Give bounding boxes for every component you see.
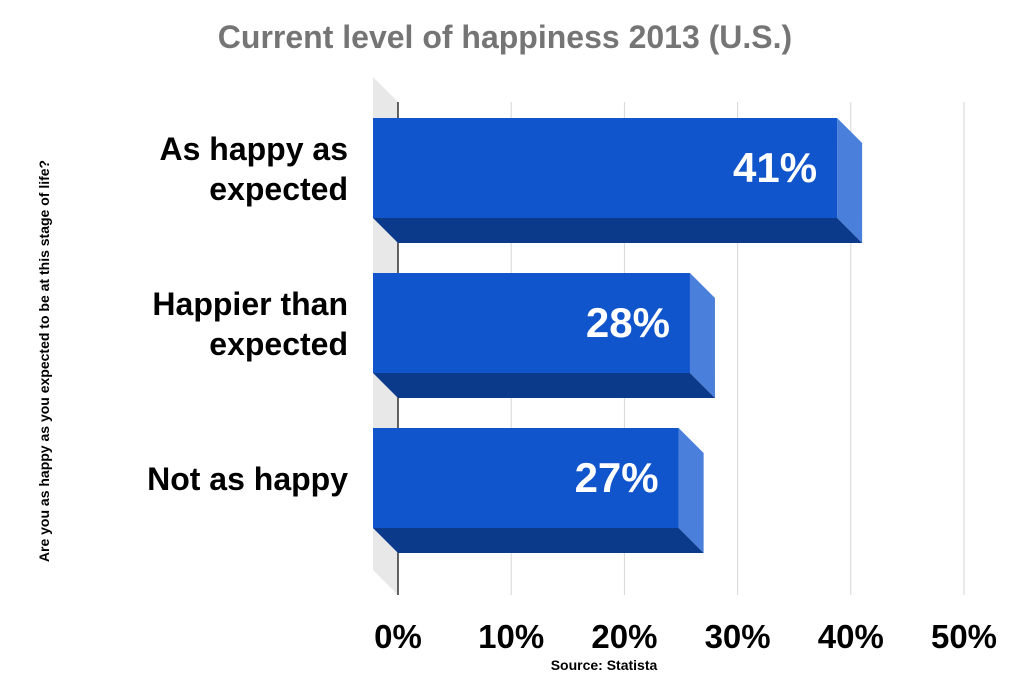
bar-side-face [837, 118, 863, 243]
plot-area: 0% 10% 20% 30% 40% 50% 41% As happy as expected 2… [147, 77, 997, 655]
data-label: 41% [733, 144, 817, 191]
y-axis-label: Are you as happy as you expected to be a… [36, 160, 52, 562]
x-tick-label: 50% [931, 618, 997, 655]
x-tick-label: 30% [705, 618, 771, 655]
chart-title: Current level of happiness 2013 (U.S.) [218, 19, 792, 55]
bar-bottom-face [373, 528, 704, 553]
x-tick-label: 0% [374, 618, 422, 655]
bar-bottom-face [373, 373, 715, 398]
category-label: expected [209, 171, 348, 207]
x-tick-label: 20% [591, 618, 657, 655]
category-label: expected [209, 326, 348, 362]
bar [373, 273, 690, 373]
category-label: Not as happy [147, 461, 348, 497]
bar-bottom-face [373, 218, 863, 243]
bar [373, 118, 838, 218]
x-tick-label: 10% [478, 618, 544, 655]
x-tick-label: 40% [818, 618, 884, 655]
source-note: Source: Statista [551, 657, 658, 673]
bar-side-face [689, 273, 715, 398]
bar-side-face [678, 428, 704, 553]
category-label: As happy as [159, 131, 348, 167]
bar [373, 428, 679, 528]
category-label: Happier than [152, 286, 348, 322]
data-label: 28% [586, 299, 670, 346]
data-label: 27% [575, 454, 659, 501]
